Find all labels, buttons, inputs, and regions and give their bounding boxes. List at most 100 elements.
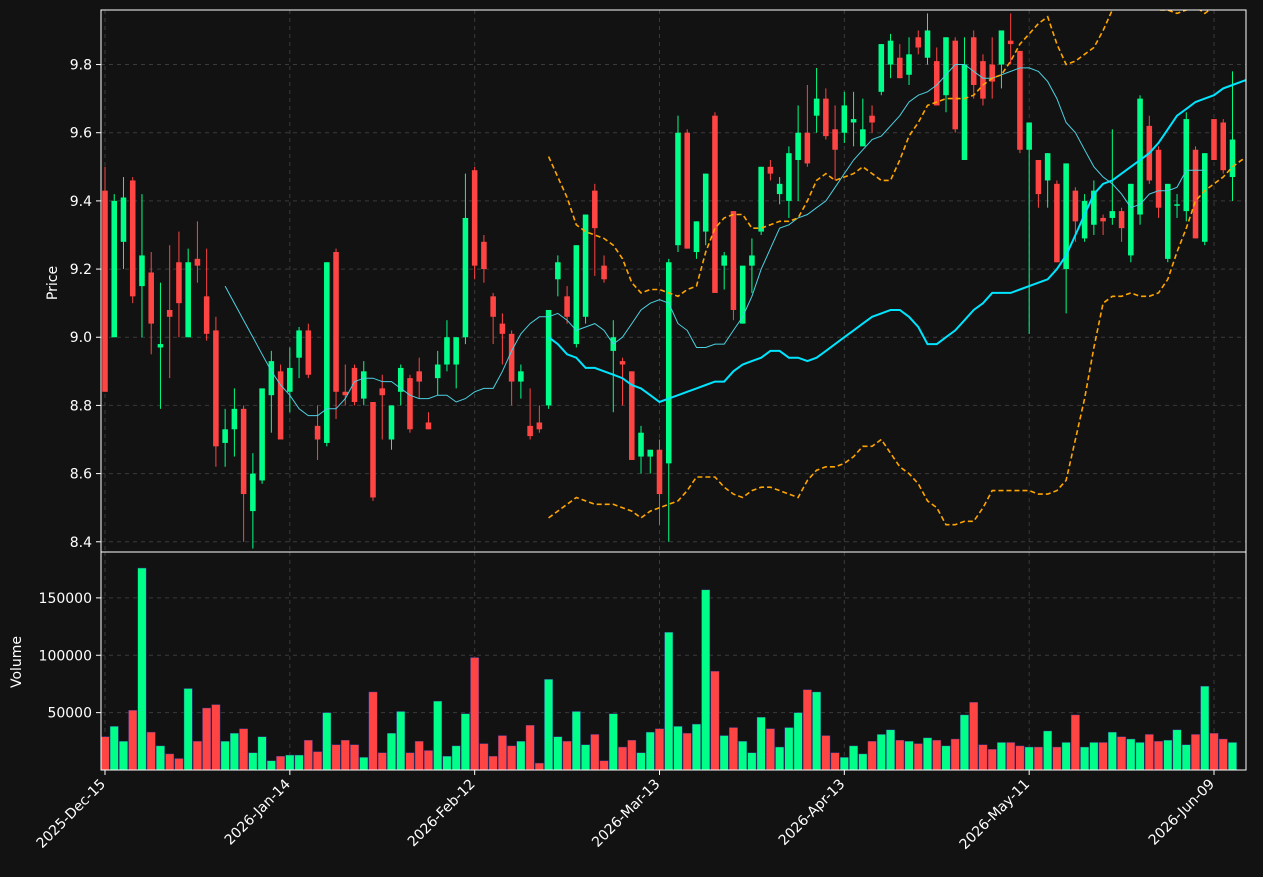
candle-body (1220, 122, 1227, 171)
candle-body (573, 245, 580, 345)
candle-body (1109, 211, 1116, 218)
volume-frame (100, 551, 1247, 771)
volume-bar (747, 752, 757, 770)
candle-body (813, 98, 820, 116)
candle-body (351, 367, 358, 403)
candle-body (629, 371, 635, 460)
volume-bar (1061, 742, 1071, 770)
candle-body (203, 296, 210, 334)
volume-bar (766, 728, 775, 770)
candle-body (1211, 119, 1217, 160)
volume-bar (636, 752, 646, 770)
volume-bar (424, 750, 433, 770)
candle-body (287, 367, 293, 392)
candle-body (129, 180, 136, 297)
price-tick-label: 8.6 (70, 467, 92, 483)
candle-body (601, 265, 607, 280)
volume-bar (1080, 746, 1089, 770)
candle-body (1007, 40, 1014, 45)
candle-body (832, 129, 838, 150)
candle-body (434, 364, 441, 379)
volume-bar (220, 741, 230, 770)
volume-bar (978, 744, 988, 770)
candle-body (148, 272, 154, 324)
volume-bar (599, 760, 609, 770)
candle-body (878, 44, 885, 92)
candle-body (1118, 211, 1125, 229)
volume-bar (719, 735, 729, 770)
candle-body (721, 255, 727, 266)
volume-bar (627, 739, 637, 770)
volume-bar (544, 679, 553, 770)
volume-bar (359, 757, 369, 770)
candle-body (564, 296, 570, 317)
volume-bar (470, 657, 480, 770)
candle-body (887, 40, 894, 65)
volume-bar (433, 700, 443, 770)
volume-tick-label: 100000 (39, 648, 92, 664)
volume-bar (285, 754, 295, 770)
price-frame (100, 9, 1247, 553)
volume-bar (1024, 746, 1034, 770)
candle-body (555, 262, 561, 280)
candle-body (240, 408, 247, 495)
candle-body (915, 37, 922, 48)
volume-bar (969, 702, 979, 770)
candle-body (425, 422, 432, 430)
volume-bar (488, 756, 498, 770)
volume-bar (1015, 745, 1025, 770)
volume-bar (230, 733, 239, 770)
candle-body (665, 262, 672, 464)
volume-bar (784, 727, 794, 770)
volume-bar (1209, 733, 1219, 770)
candle-body (961, 64, 968, 160)
candle-body (841, 105, 848, 133)
candle-body (231, 408, 238, 430)
candle-body (120, 197, 127, 242)
volume-bar (1191, 734, 1200, 770)
candle-body (1155, 149, 1162, 208)
candle-body (1063, 163, 1069, 270)
volume-bar (960, 714, 969, 770)
volume-bar (368, 691, 378, 770)
volume-bar (387, 733, 396, 770)
volume-bar (1163, 739, 1173, 770)
volume-bar (608, 713, 618, 770)
price-plot-area (101, 10, 1246, 552)
volume-bar (950, 738, 960, 770)
volume-bar (793, 712, 803, 770)
volume-bar (987, 749, 997, 770)
candle-body (1035, 159, 1042, 195)
volume-bar (1071, 714, 1080, 770)
volume-bar (803, 689, 812, 770)
volume-bar (701, 589, 711, 770)
volume-bar (895, 739, 905, 770)
volume-bar (257, 736, 267, 770)
candle-body (906, 54, 912, 75)
volume-bar (923, 737, 932, 770)
volume-bar (839, 757, 849, 770)
candle-body (693, 221, 700, 253)
candle-body (1165, 183, 1171, 259)
candle-body (176, 262, 182, 304)
candle-body (1054, 183, 1060, 263)
candle-body (749, 255, 755, 266)
volume-bar (202, 707, 212, 770)
price-tick-label: 8.4 (70, 535, 92, 551)
candle-body (139, 255, 145, 287)
volume-tick-label: 50000 (47, 706, 92, 722)
volume-bar (442, 756, 452, 770)
candle-body (324, 262, 330, 443)
candle-body (185, 262, 191, 338)
candle-body (213, 330, 219, 447)
x-tick-label: 2026-Feb-12 (405, 776, 479, 850)
volume-bar (1043, 730, 1053, 770)
volume-bar (1126, 738, 1136, 770)
volume-bar (137, 567, 147, 770)
candle-body (869, 115, 875, 123)
candle-body (998, 30, 1005, 65)
candle-body (166, 309, 173, 317)
volume-bar (498, 735, 507, 770)
volume-bar (507, 745, 516, 770)
